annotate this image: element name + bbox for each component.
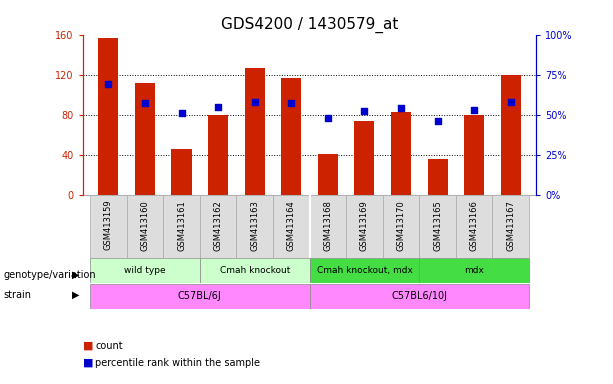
Bar xyxy=(346,195,383,258)
Point xyxy=(470,107,479,113)
Point xyxy=(249,99,259,105)
Text: C57BL6/10J: C57BL6/10J xyxy=(391,291,447,301)
Bar xyxy=(208,115,228,195)
Text: ▶: ▶ xyxy=(72,270,80,280)
Bar xyxy=(383,195,419,258)
Bar xyxy=(273,195,310,258)
Text: C57BL/6J: C57BL/6J xyxy=(178,291,222,301)
Text: mdx: mdx xyxy=(464,266,484,275)
Bar xyxy=(464,115,484,195)
Text: Cmah knockout, mdx: Cmah knockout, mdx xyxy=(316,266,413,275)
Title: GDS4200 / 1430579_at: GDS4200 / 1430579_at xyxy=(221,17,398,33)
Point xyxy=(506,99,516,105)
Bar xyxy=(90,284,310,309)
Bar xyxy=(492,195,529,258)
Bar xyxy=(391,112,411,195)
Text: GSM413166: GSM413166 xyxy=(470,200,479,251)
Bar xyxy=(501,74,521,195)
Bar xyxy=(318,154,338,195)
Bar xyxy=(354,121,375,195)
Text: Cmah knockout: Cmah knockout xyxy=(219,266,290,275)
Point xyxy=(396,105,406,111)
Text: GSM413165: GSM413165 xyxy=(433,200,442,250)
Bar xyxy=(172,149,192,195)
Bar xyxy=(310,258,419,283)
Bar xyxy=(127,195,163,258)
Point xyxy=(286,100,296,106)
Bar xyxy=(245,68,265,195)
Bar xyxy=(310,195,346,258)
Bar xyxy=(90,258,200,283)
Bar xyxy=(135,83,155,195)
Bar xyxy=(237,195,273,258)
Text: count: count xyxy=(95,341,123,351)
Point xyxy=(213,104,223,110)
Bar xyxy=(200,195,237,258)
Text: ■: ■ xyxy=(83,341,93,351)
Point xyxy=(433,118,443,124)
Bar xyxy=(200,258,310,283)
Bar xyxy=(310,284,529,309)
Point xyxy=(323,115,333,121)
Point xyxy=(140,100,150,106)
Point xyxy=(104,81,113,87)
Text: GSM413162: GSM413162 xyxy=(213,200,223,250)
Bar xyxy=(427,159,447,195)
Text: GSM413168: GSM413168 xyxy=(323,200,332,251)
Bar xyxy=(90,195,127,258)
Text: GSM413159: GSM413159 xyxy=(104,200,113,250)
Text: ▶: ▶ xyxy=(72,290,80,300)
Text: GSM413163: GSM413163 xyxy=(250,200,259,251)
Text: GSM413170: GSM413170 xyxy=(397,200,406,250)
Bar xyxy=(98,38,118,195)
Text: GSM413160: GSM413160 xyxy=(140,200,150,250)
Text: percentile rank within the sample: percentile rank within the sample xyxy=(95,358,260,368)
Bar xyxy=(163,195,200,258)
Text: wild type: wild type xyxy=(124,266,166,275)
Bar xyxy=(456,195,492,258)
Text: strain: strain xyxy=(3,290,31,300)
Bar xyxy=(419,195,456,258)
Text: GSM413164: GSM413164 xyxy=(287,200,296,250)
Bar xyxy=(419,258,529,283)
Text: GSM413167: GSM413167 xyxy=(506,200,516,251)
Text: GSM413161: GSM413161 xyxy=(177,200,186,250)
Text: GSM413169: GSM413169 xyxy=(360,200,369,250)
Text: genotype/variation: genotype/variation xyxy=(3,270,96,280)
Point xyxy=(177,110,186,116)
Text: ■: ■ xyxy=(83,358,93,368)
Bar xyxy=(281,78,302,195)
Point xyxy=(360,108,370,114)
